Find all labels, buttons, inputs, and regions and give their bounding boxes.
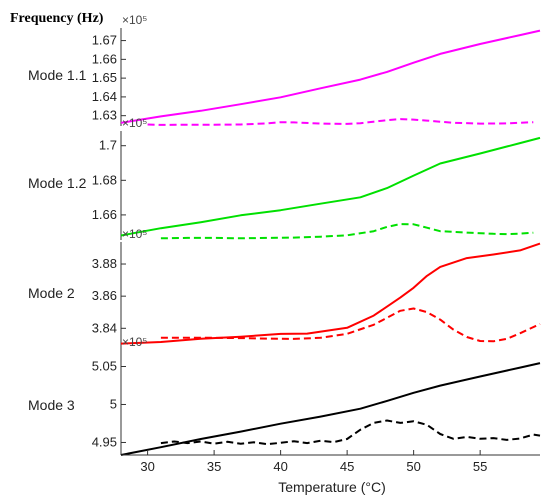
y-tick-label: 1.66 bbox=[92, 207, 117, 222]
y-exponent-label: ×10⁵ bbox=[122, 227, 147, 241]
y-tick-label: 4.95 bbox=[92, 434, 117, 449]
y-tick-label: 1.64 bbox=[92, 89, 117, 104]
x-tick-label: 30 bbox=[140, 459, 154, 474]
chart-title: Frequency (Hz) bbox=[10, 11, 104, 26]
x-axis: 30 35 40 45 50 55 bbox=[121, 450, 540, 474]
mode-label: Mode 3 bbox=[28, 397, 75, 413]
panel-4: ×10⁵ Mode 3 4.95 5 5.05 bbox=[28, 335, 541, 456]
mode-label: Mode 1.1 bbox=[28, 67, 87, 83]
y-tick-label: 5.05 bbox=[92, 358, 117, 373]
series-line-dashed bbox=[160, 223, 534, 240]
panel-3: ×10⁵ Mode 2 3.84 3.86 3.88 bbox=[28, 227, 541, 350]
x-tick-label: 45 bbox=[340, 459, 354, 474]
y-tick-label: 1.7 bbox=[99, 138, 117, 153]
series-line-solid bbox=[120, 242, 541, 345]
x-axis-label: Temperature (°C) bbox=[278, 479, 386, 495]
panel-2: ×10⁵ Mode 1.2 1.66 1.68 1.7 bbox=[28, 116, 541, 240]
x-tick-label: 35 bbox=[207, 459, 221, 474]
y-exponent-label: ×10⁵ bbox=[122, 335, 147, 349]
series-line-dashed bbox=[160, 419, 541, 446]
mode-label: Mode 2 bbox=[28, 285, 75, 301]
y-exponent-label: ×10⁵ bbox=[122, 116, 147, 130]
y-tick-label: 5 bbox=[110, 396, 117, 411]
y-tick-label: 3.88 bbox=[92, 256, 117, 271]
y-tick-label: 1.65 bbox=[92, 70, 117, 85]
y-tick-label: 1.63 bbox=[92, 108, 117, 123]
y-tick-label: 1.67 bbox=[92, 33, 117, 48]
series-line-dashed bbox=[160, 307, 541, 343]
series-line-solid bbox=[120, 362, 541, 456]
x-tick-label: 50 bbox=[406, 459, 420, 474]
panel-1: ×10⁵ Mode 1.1 1.63 1.64 1.65 1.66 1.67 bbox=[28, 13, 541, 126]
y-tick-label: 1.68 bbox=[92, 172, 117, 187]
x-tick-label: 40 bbox=[273, 459, 287, 474]
y-exponent-label: ×10⁵ bbox=[122, 13, 147, 27]
y-tick-label: 1.66 bbox=[92, 51, 117, 66]
x-tick-label: 55 bbox=[473, 459, 487, 474]
series-line-solid bbox=[120, 136, 541, 237]
mode-label: Mode 1.2 bbox=[28, 175, 87, 191]
y-tick-label: 3.84 bbox=[92, 320, 117, 335]
series-line-dashed bbox=[147, 118, 534, 126]
y-tick-label: 3.86 bbox=[92, 288, 117, 303]
series-line-solid bbox=[120, 29, 541, 124]
chart-panels: ×10⁵ Mode 1.1 1.63 1.64 1.65 1.66 1.67 ×10⁵ Mode… bbox=[28, 13, 541, 456]
